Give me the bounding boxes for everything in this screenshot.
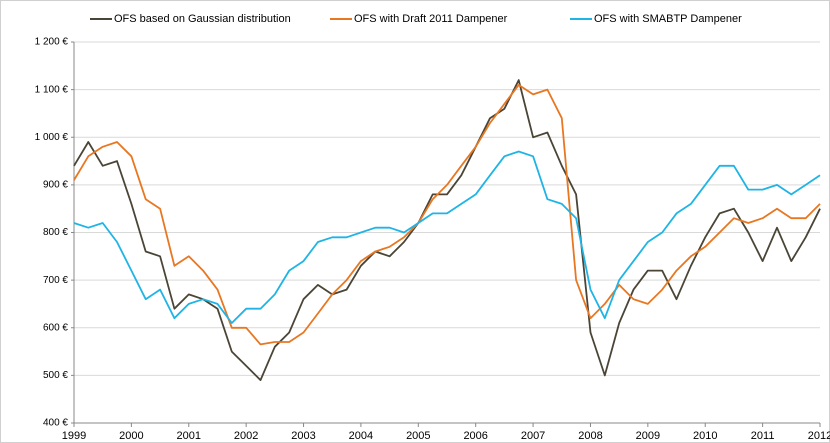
legend-label: OFS with SMABTP Dampener — [594, 13, 742, 25]
x-tick-label: 2009 — [636, 430, 660, 442]
legend-label: OFS based on Gaussian distribution — [114, 13, 291, 25]
y-tick-label: 900 € — [43, 180, 68, 191]
y-tick-label: 400 € — [43, 418, 68, 429]
y-tick-label: 600 € — [43, 322, 68, 333]
x-tick-label: 2005 — [406, 430, 430, 442]
x-tick-label: 2007 — [521, 430, 545, 442]
series-line — [73, 84, 821, 346]
x-tick-label: 2001 — [177, 430, 201, 442]
x-tick-label: 2008 — [578, 430, 602, 442]
legend-label: OFS with Draft 2011 Dampener — [354, 13, 508, 25]
y-tick-label: 1 000 € — [35, 132, 69, 143]
x-tick-label: 2010 — [693, 430, 717, 442]
x-tick-label: 2006 — [463, 430, 487, 442]
y-tick-label: 1 100 € — [35, 84, 69, 95]
y-tick-label: 800 € — [43, 227, 68, 238]
x-tick-label: 2004 — [349, 430, 373, 442]
x-tick-label: 2003 — [291, 430, 315, 442]
x-tick-label: 2002 — [234, 430, 258, 442]
x-tick-label: 2000 — [119, 430, 143, 442]
y-tick-label: 700 € — [43, 275, 68, 286]
y-tick-label: 1 200 € — [35, 37, 69, 48]
x-tick-label: 2011 — [751, 430, 775, 442]
series-line — [73, 79, 821, 381]
x-tick-label: 2012 — [808, 430, 830, 442]
y-tick-label: 500 € — [43, 370, 68, 381]
x-tick-label: 1999 — [62, 430, 86, 442]
series-line — [73, 150, 821, 324]
